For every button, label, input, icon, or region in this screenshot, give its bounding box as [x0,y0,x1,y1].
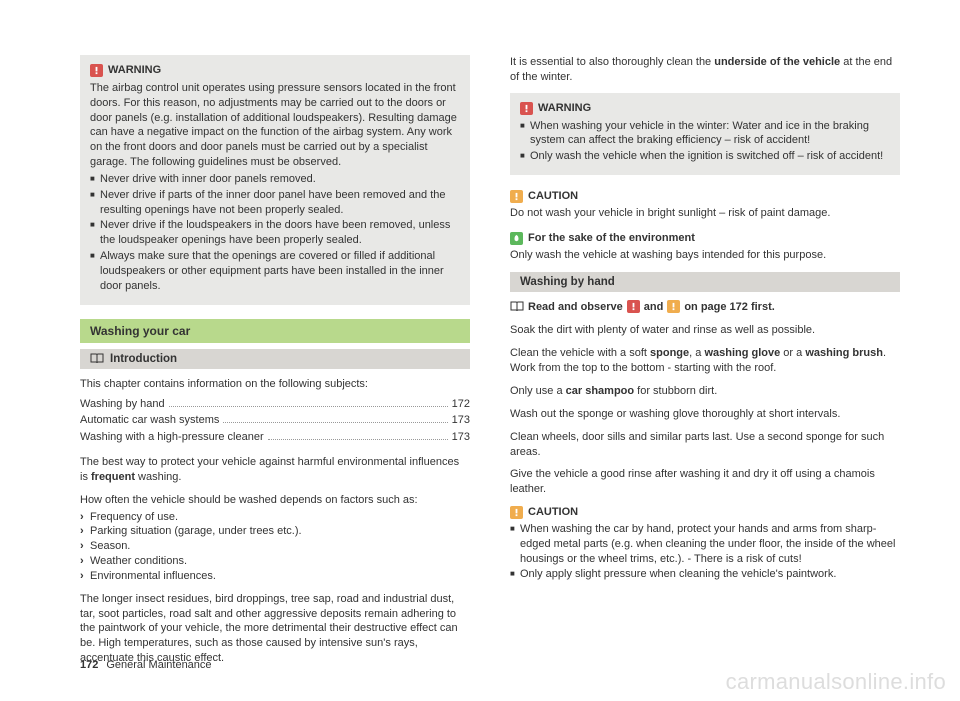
factors-list: Frequency of use. Parking situation (gar… [80,510,470,584]
warning-title: WARNING [538,101,591,116]
read-observe-row: Read and observe and on page 172 first. [510,300,900,313]
warning-body: The airbag control unit operates using p… [90,81,460,170]
toc-row: Automatic car wash systems 173 [80,412,470,429]
book-icon [90,353,104,364]
caution-icon [667,300,680,313]
list-item: When washing your vehicle in the winter:… [520,119,890,149]
toc-dots [169,406,448,407]
warning-icon [627,300,640,313]
environment-icon [510,232,523,245]
text-bold: washing brush [805,347,883,359]
toc-row: Washing by hand 172 [80,396,470,413]
list-item: When washing the car by hand, protect yo… [510,522,900,567]
washout-para: Wash out the sponge or washing glove tho… [510,407,900,422]
rinse-para: Give the vehicle a good rinse after wash… [510,467,900,497]
caution-title-row: CAUTION [510,189,900,204]
warning-title: WARNING [108,63,161,78]
caution-title-row: CAUTION [510,505,900,520]
list-item: Never drive if parts of the inner door p… [90,188,460,218]
warning-box: WARNING The airbag control unit operates… [80,55,470,305]
warning-title-row: WARNING [90,63,460,78]
page-columns: WARNING The airbag control unit operates… [80,55,900,674]
text: Read and observe [528,301,623,313]
watermark: carmanualsonline.info [726,669,946,695]
toc-page: 173 [452,412,470,429]
essential-para: It is essential to also thoroughly clean… [510,55,900,85]
env-title-row: For the sake of the environment [510,231,900,246]
list-item: Never drive if the loudspeakers in the d… [90,218,460,248]
caution-block: CAUTION Do not wash your vehicle in brig… [510,189,900,221]
toc-page: 173 [452,429,470,446]
toc-label: Washing with a high-pressure cleaner [80,429,264,446]
footer-section: General Maintenance [106,659,211,671]
book-icon [510,301,524,312]
warning-icon [520,102,533,115]
toc: Washing by hand 172 Automatic car wash s… [80,396,470,446]
toc-label: Automatic car wash systems [80,412,219,429]
text: Clean the vehicle with a soft [510,347,650,359]
list-item: Parking situation (garage, under trees e… [80,524,470,539]
list-item: Only wash the vehicle when the ignition … [520,149,890,164]
list-item: Season. [80,539,470,554]
text-bold: washing glove [704,347,780,359]
text-bold: underside of the vehicle [714,56,840,68]
right-column: It is essential to also thoroughly clean… [510,55,900,674]
heading-text: Washing by hand [520,276,615,288]
toc-dots [268,439,448,440]
text: It is essential to also thoroughly clean… [510,56,714,68]
warning-title-row: WARNING [520,101,890,116]
caution-body: Do not wash your vehicle in bright sunli… [510,206,900,221]
toc-label: Washing by hand [80,396,165,413]
best-way-para: The best way to protect your vehicle aga… [80,455,470,485]
text-bold: frequent [91,471,135,483]
text: washing. [135,471,181,483]
text: for stubborn dirt. [634,385,717,397]
warning-icon [90,64,103,77]
left-column: WARNING The airbag control unit operates… [80,55,470,674]
text: , a [689,347,704,359]
text: and [644,301,664,313]
caution-block: CAUTION When washing the car by hand, pr… [510,505,900,582]
warning-box: WARNING When washing your vehicle in the… [510,93,900,175]
how-often: How often the vehicle should be washed d… [80,493,470,508]
environment-block: For the sake of the environment Only was… [510,231,900,263]
soak-para: Soak the dirt with plenty of water and r… [510,323,900,338]
longer-para: The longer insect residues, bird droppin… [80,592,470,666]
clean-para: Clean the vehicle with a soft sponge, a … [510,346,900,376]
text-bold: car shampoo [566,385,634,397]
warning-bullets: Never drive with inner door panels remov… [90,172,460,294]
text-bold: sponge [650,347,689,359]
toc-dots [223,422,447,423]
list-item: Weather conditions. [80,554,470,569]
hand-heading: Washing by hand [510,272,900,292]
intro-lead: This chapter contains information on the… [80,377,470,392]
caution-title: CAUTION [528,505,578,520]
caution-icon [510,506,523,519]
caution-title: CAUTION [528,189,578,204]
intro-heading: Introduction [110,353,177,365]
intro-heading-row: Introduction [80,349,470,369]
list-item: Always make sure that the openings are c… [90,249,460,294]
caution-bullets: When washing the car by hand, protect yo… [510,522,900,582]
list-item: Only apply slight pressure when cleaning… [510,567,900,582]
text: Only use a [510,385,566,397]
env-title: For the sake of the environment [528,231,695,246]
shampoo-para: Only use a car shampoo for stubborn dirt… [510,384,900,399]
text: or a [780,347,805,359]
toc-row: Washing with a high-pressure cleaner 173 [80,429,470,446]
toc-page: 172 [452,396,470,413]
page-footer: 172 General Maintenance [80,659,212,671]
list-item: Frequency of use. [80,510,470,525]
section-heading: Washing your car [80,319,470,343]
env-body: Only wash the vehicle at washing bays in… [510,248,900,263]
list-item: Environmental influences. [80,569,470,584]
page-number: 172 [80,659,98,671]
caution-icon [510,190,523,203]
wheels-para: Clean wheels, door sills and similar par… [510,430,900,460]
warning-bullets: When washing your vehicle in the winter:… [520,119,890,165]
text: on page 172 first. [684,301,774,313]
list-item: Never drive with inner door panels remov… [90,172,460,187]
